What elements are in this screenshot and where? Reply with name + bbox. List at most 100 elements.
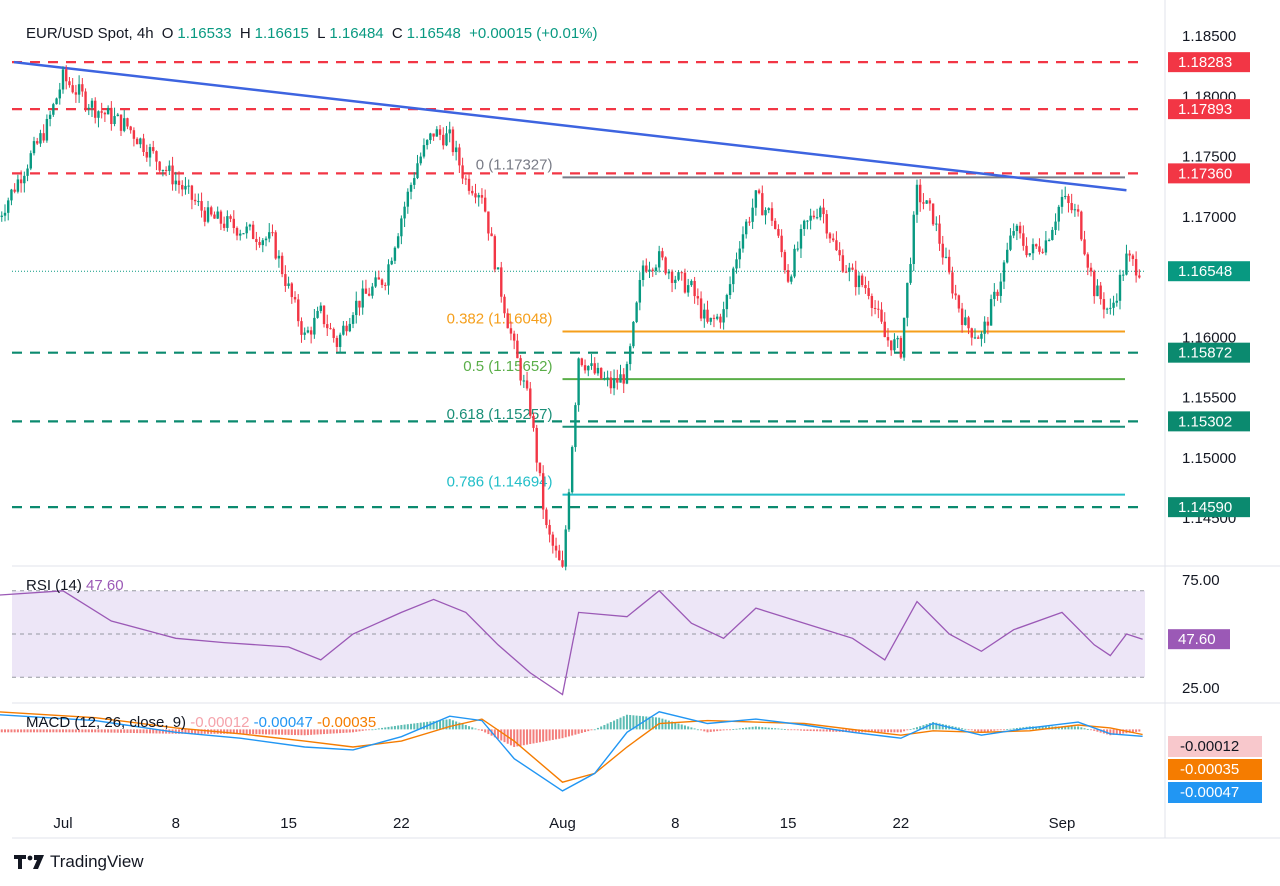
macd-histogram-bar	[1061, 726, 1063, 730]
candle-body	[371, 286, 374, 296]
candle-body	[1018, 225, 1022, 234]
candle-body	[738, 248, 741, 260]
candle-body	[967, 317, 970, 329]
candle-body	[989, 299, 993, 326]
macd-histogram-bar	[474, 728, 477, 730]
candle-body	[245, 226, 248, 234]
candle-body	[451, 129, 455, 153]
candle-body	[1006, 249, 1009, 263]
fib-level-label: 0 (1.17327)	[476, 156, 553, 173]
candle-body	[464, 178, 468, 180]
time-tick-label: 8	[671, 815, 679, 832]
candle-body	[474, 193, 477, 198]
candle-body	[380, 279, 384, 285]
candle-body	[374, 277, 377, 287]
support-tag	[1168, 497, 1250, 518]
macd-histogram-bar	[1135, 729, 1138, 732]
candle-body	[612, 378, 616, 389]
macd-histogram-bar	[290, 729, 293, 735]
candle-body	[906, 282, 909, 318]
candle-body	[925, 200, 928, 204]
macd-histogram-bar	[519, 729, 522, 746]
macd-histogram-bar	[674, 722, 677, 730]
macd-histogram-bar	[767, 727, 770, 730]
macd-histogram-bar	[403, 724, 406, 730]
macd-value-tag	[1168, 759, 1262, 780]
macd-histogram-bar	[52, 729, 55, 733]
macd-histogram-bar	[81, 729, 84, 733]
macd-histogram-bar	[445, 719, 448, 730]
candle-body	[938, 223, 941, 244]
candle-body	[1131, 255, 1135, 260]
macd-histogram-bar	[345, 729, 348, 733]
macd-histogram-bar	[255, 729, 258, 735]
candle-body	[1096, 285, 1099, 297]
candle-body	[74, 92, 78, 95]
macd-histogram-bar	[1122, 729, 1125, 734]
candle-body	[728, 284, 732, 296]
macd-histogram-bar	[1086, 729, 1089, 730]
macd-histogram-bar	[303, 729, 306, 736]
rsi-value-tag	[1168, 629, 1230, 650]
candle-body	[851, 267, 854, 270]
macd-histogram-bar	[716, 729, 719, 732]
macd-histogram-bar	[661, 718, 664, 730]
macd-histogram-bar	[848, 729, 851, 733]
candle-body	[248, 224, 252, 227]
candle-body	[7, 200, 10, 213]
candle-body	[683, 272, 687, 293]
macd-histogram-bar	[1009, 728, 1012, 730]
tradingview-logo[interactable]: TradingView	[14, 852, 144, 872]
candle-body	[564, 529, 567, 567]
candle-body	[187, 185, 190, 187]
candle-body	[944, 256, 948, 258]
macd-histogram-bar	[116, 729, 119, 733]
macd-histogram-bar	[335, 729, 338, 734]
macd-histogram-bar	[326, 729, 329, 734]
candle-body	[960, 308, 964, 325]
macd-histogram-bar	[342, 729, 345, 733]
support-tag-label: 1.15872	[1178, 345, 1232, 362]
macd-histogram-bar	[448, 719, 451, 730]
open-label: O	[161, 25, 174, 42]
candle-body	[941, 243, 944, 258]
candle-body	[435, 129, 439, 137]
macd-histogram-bar	[323, 729, 326, 735]
candle-body	[512, 333, 516, 341]
candle-body	[1073, 209, 1077, 211]
time-tick-label: Sep	[1049, 815, 1076, 832]
macd-histogram-bar	[248, 729, 251, 735]
candle-body	[483, 197, 487, 212]
macd-histogram-bar	[484, 729, 487, 733]
candle-body	[1015, 225, 1019, 232]
macd-histogram-bar	[1006, 729, 1009, 730]
candle-body	[928, 200, 932, 204]
macd-histogram-bar	[651, 717, 654, 730]
candle-body	[864, 285, 867, 289]
macd-histogram-bar	[120, 729, 123, 733]
candle-body	[396, 236, 400, 248]
candle-body	[48, 114, 52, 119]
macd-line-value: -0.00047	[253, 714, 313, 731]
macd-histogram-bar	[242, 729, 245, 734]
macd-value-tag-label: -0.00047	[1180, 784, 1239, 801]
macd-histogram-bar	[606, 723, 609, 730]
candle-body	[364, 288, 368, 294]
macd-histogram-bar	[745, 727, 748, 730]
candle-body	[1134, 259, 1138, 276]
macd-histogram-bar	[635, 715, 638, 730]
price-tick-label: 1.17500	[1182, 149, 1236, 166]
candle-body	[493, 236, 497, 270]
rsi-title: RSI (14)	[26, 577, 82, 594]
candle-body	[406, 191, 410, 207]
macd-histogram-bar	[600, 726, 603, 730]
candle-body	[503, 296, 506, 314]
candle-body	[957, 295, 961, 309]
candle-body	[867, 288, 870, 296]
candle-body	[145, 151, 148, 158]
candle-body	[55, 98, 58, 105]
candle-body	[1138, 275, 1141, 278]
macd-histogram-bar	[419, 722, 422, 730]
macd-histogram-bar	[429, 721, 432, 730]
candle-body	[290, 283, 294, 298]
